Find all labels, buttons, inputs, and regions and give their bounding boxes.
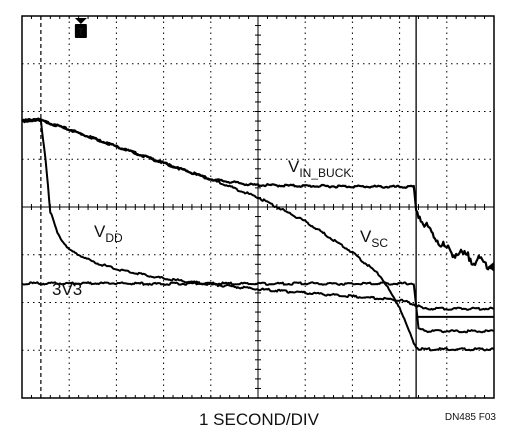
trace-label-3v3: 3V3 xyxy=(52,280,82,299)
trace-label-main: V xyxy=(360,227,372,246)
trace-3v3 xyxy=(21,281,495,334)
trace-label-main: V xyxy=(94,222,106,241)
x-axis-label: 1 SECOND/DIV xyxy=(199,410,320,429)
trigger-box xyxy=(74,24,87,38)
trace-label-main: V xyxy=(288,157,300,176)
waveform-traces xyxy=(21,117,495,352)
level-marker xyxy=(488,261,494,272)
trace-label-vdd: VDD xyxy=(94,222,123,245)
trace-label-subscript: IN_BUCK xyxy=(299,166,351,180)
trace-label-subscript: SC xyxy=(371,236,388,250)
trace-label-vin_buck: VIN_BUCK xyxy=(288,157,351,180)
trigger-arrow xyxy=(74,18,87,24)
trigger-marker: T xyxy=(74,18,494,272)
trace-vsc xyxy=(21,117,495,352)
trace-label-subscript: DD xyxy=(105,231,123,245)
trigger-letter: T xyxy=(78,27,84,38)
trace-label-main: 3V3 xyxy=(52,280,82,299)
graticule xyxy=(21,15,495,399)
trace-label-vsc: VSC xyxy=(360,227,388,250)
figure-note: DN485 F03 xyxy=(445,412,497,423)
cursor-line xyxy=(40,16,417,398)
